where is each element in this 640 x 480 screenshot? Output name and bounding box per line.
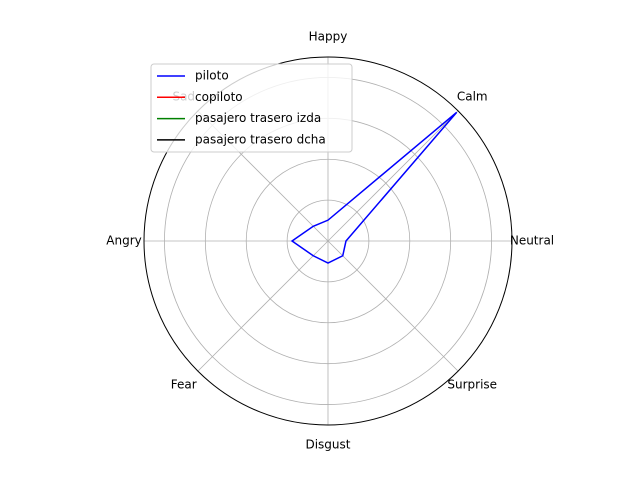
legend-label: piloto [195, 69, 229, 83]
category-label: Fear [171, 378, 197, 392]
polar-spine [143, 56, 513, 426]
category-label: Happy [309, 30, 348, 44]
category-label: Angry [106, 234, 141, 248]
legend-label: pasajero trasero dcha [195, 132, 326, 146]
grid-spoke [197, 240, 329, 372]
legend-label: copiloto [195, 90, 243, 104]
category-label: Calm [457, 89, 488, 103]
category-label: Neutral [510, 234, 554, 248]
grid-spoke [327, 110, 459, 242]
legend-box [150, 63, 353, 153]
legend-label: pasajero trasero izda [195, 111, 321, 125]
category-label: Disgust [305, 438, 350, 452]
category-label: Surprise [447, 378, 497, 392]
legend: piloto copiloto pasajero trasero izda pasaj… [150, 63, 353, 153]
series-line [290, 111, 458, 264]
grid-spoke [327, 240, 459, 372]
